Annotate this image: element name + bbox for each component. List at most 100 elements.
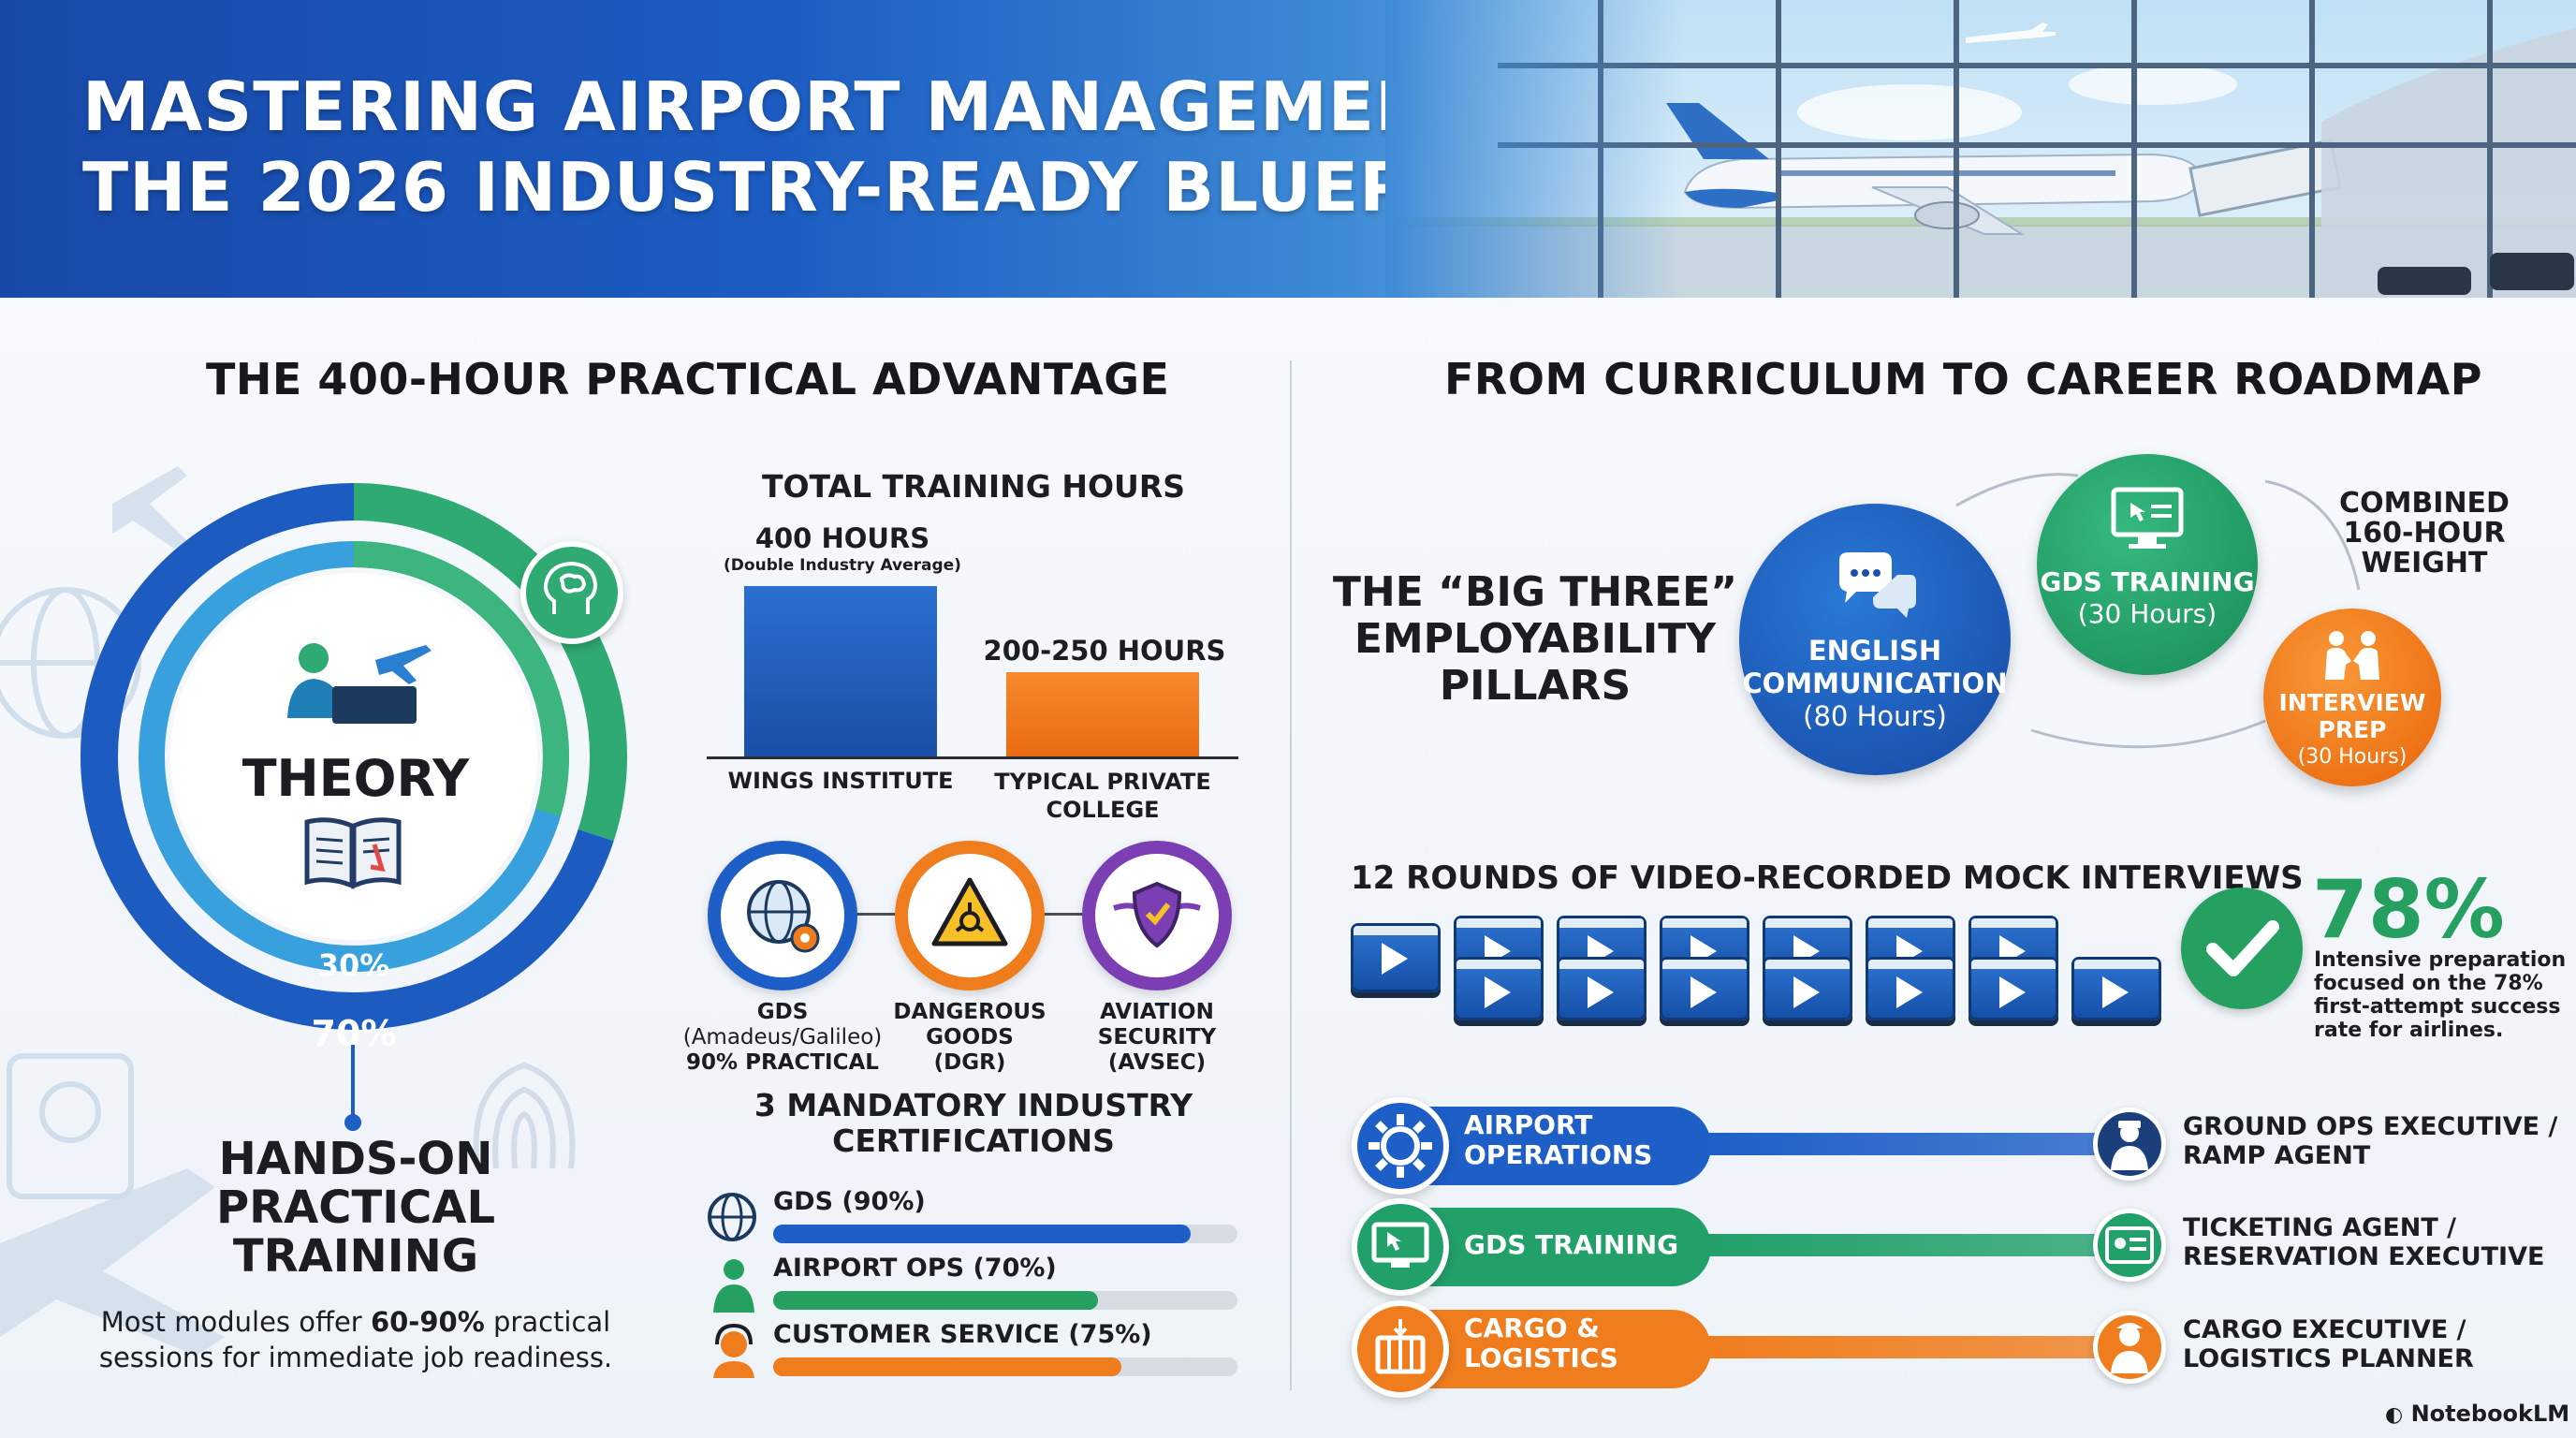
progress-fill bbox=[773, 1291, 1099, 1310]
english-pillar-l1: ENGLISH bbox=[1808, 635, 1942, 667]
gds-cert-l2: (Amadeus/Galileo) bbox=[682, 1025, 883, 1049]
roadmap-connector bbox=[1704, 1133, 2106, 1155]
interview-pillar-l2: PREP bbox=[2318, 716, 2387, 743]
handshake-people-icon bbox=[2325, 631, 2379, 680]
avsec-cert-label: AVIATION SECURITY (AVSEC) bbox=[1054, 1000, 1260, 1076]
english-pillar-l3: (80 Hours) bbox=[1803, 700, 1947, 732]
roadmap-role-l2: LOGISTICS PLANNER bbox=[2183, 1344, 2474, 1373]
ground-staff-icon bbox=[2093, 1108, 2166, 1181]
id-card-icon bbox=[2093, 1209, 2166, 1282]
theory-percent-label: 30% bbox=[317, 947, 390, 983]
dgr-cert-l3: (DGR) bbox=[933, 1050, 1006, 1075]
video-interview-tile bbox=[1557, 957, 1647, 1020]
practical-heading-line2: PRACTICAL bbox=[215, 1181, 496, 1234]
bar2-value-label: 200-250 HOURS bbox=[983, 635, 1226, 667]
roadmap-course-l2: OPERATIONS bbox=[1464, 1139, 1653, 1170]
roadmap-course-l1: AIRPORT bbox=[1464, 1109, 1593, 1140]
avsec-cert-l3: (AVSEC) bbox=[1107, 1050, 1207, 1075]
success-check-icon bbox=[2181, 888, 2303, 1009]
gds-cert-badge bbox=[708, 841, 857, 990]
success-l3: first-attempt success bbox=[2314, 995, 2561, 1019]
roadmap-connector bbox=[1704, 1234, 2106, 1256]
roadmap-role-l2: RESERVATION EXECUTIVE bbox=[2183, 1242, 2545, 1271]
connector-line bbox=[351, 1045, 355, 1120]
cargo-worker-icon bbox=[2093, 1311, 2166, 1384]
gds-pillar-circle: GDS TRAINING (30 Hours) bbox=[2037, 454, 2258, 675]
practical-desc-bold: 60-90% bbox=[370, 1306, 485, 1338]
airport-window-illustration bbox=[1385, 0, 2576, 298]
dgr-cert-label: DANGEROUS GOODS (DGR) bbox=[867, 1000, 1073, 1076]
practical-heading-line1: HANDS-ON bbox=[218, 1133, 493, 1185]
pillar-connector-arcs bbox=[1955, 473, 2361, 749]
security-shield-icon bbox=[1113, 881, 1201, 948]
headset-agent-icon bbox=[713, 1323, 754, 1378]
hours-chart-title: TOTAL TRAINING HOURS bbox=[761, 468, 1186, 505]
mock-interviews-title: 12 ROUNDS OF VIDEO-RECORDED MOCK INTERVI… bbox=[1351, 859, 2304, 897]
roadmap-role-l1: GROUND OPS EXECUTIVE / bbox=[2183, 1112, 2558, 1141]
english-pillar-circle: ENGLISH COMMUNICATION (80 Hours) bbox=[1739, 504, 2011, 775]
english-pillar-l2: COMMUNICATION bbox=[1742, 668, 2008, 699]
main-title-line1: MASTERING AIRPORT MANAGEMENT: bbox=[82, 67, 1504, 146]
video-interview-tile bbox=[2071, 957, 2161, 1020]
video-interview-tile bbox=[1351, 923, 1441, 992]
background-fingerprint-decoration bbox=[473, 1062, 576, 1169]
roadmap-role: CARGO EXECUTIVE / LOGISTICS PLANNER bbox=[2183, 1315, 2474, 1373]
hazard-warning-icon bbox=[931, 877, 1008, 946]
gds-cert-l3: 90% PRACTICAL bbox=[686, 1050, 879, 1075]
globe-gear-icon bbox=[747, 880, 820, 953]
video-interview-tile bbox=[1969, 957, 2058, 1020]
big-three-l1: THE “BIG THREE” bbox=[1332, 568, 1738, 616]
right-section-title: FROM CURRICULUM TO CAREER ROADMAP bbox=[1444, 354, 2482, 404]
roadmap-course-l1: CARGO & bbox=[1464, 1313, 1600, 1343]
brand-logo-icon: ◐ bbox=[2385, 1403, 2404, 1427]
dgr-cert-badge bbox=[895, 841, 1045, 990]
roadmap-course-l1: GDS TRAINING bbox=[1464, 1229, 1679, 1260]
practical-desc-line2: sessions for immediate job readiness. bbox=[98, 1342, 613, 1373]
left-section-title: THE 400-HOUR PRACTICAL ADVANTAGE bbox=[206, 354, 1170, 404]
gds-cert-label: GDS (Amadeus/Galileo) 90% PRACTICAL bbox=[680, 1000, 886, 1076]
practical-heading-line3: TRAINING bbox=[232, 1230, 479, 1283]
gds-cert-l1: GDS bbox=[756, 1000, 809, 1024]
success-l1: Intensive preparation bbox=[2314, 948, 2567, 972]
combined-l2: 160-HOUR bbox=[2343, 517, 2506, 550]
gds-pillar-l2: (30 Hours) bbox=[2077, 598, 2217, 629]
video-interview-tile bbox=[1763, 957, 1852, 1020]
roadmap-course-l2: LOGISTICS bbox=[1464, 1343, 1618, 1373]
brain-bubble-icon bbox=[520, 541, 623, 644]
roadmap-role: GROUND OPS EXECUTIVE / RAMP AGENT bbox=[2183, 1112, 2557, 1170]
interview-pillar-circle: INTERVIEW PREP (30 Hours) bbox=[2263, 609, 2441, 786]
bar1-category-label: WINGS INSTITUTE bbox=[727, 768, 954, 794]
roadmap-role: TICKETING AGENT / RESERVATION EXECUTIVE bbox=[2183, 1213, 2544, 1271]
dgr-cert-l1: DANGEROUS bbox=[893, 1000, 1046, 1024]
gds-pillar-l1: GDS TRAINING bbox=[2040, 566, 2255, 597]
roadmap-role-l1: TICKETING AGENT / bbox=[2183, 1213, 2457, 1242]
play-icon bbox=[1588, 976, 1614, 1008]
success-l4: rate for airlines. bbox=[2314, 1019, 2504, 1042]
cert-caption-l1: 3 MANDATORY INDUSTRY bbox=[754, 1087, 1193, 1123]
progress-label: GDS (90%) bbox=[773, 1187, 926, 1216]
dgr-cert-l2: GOODS bbox=[926, 1025, 1014, 1049]
computer-screen-icon bbox=[2111, 487, 2184, 549]
progress-label: AIRPORT OPS (70%) bbox=[773, 1254, 1057, 1283]
staff-person-icon bbox=[713, 1259, 754, 1313]
interview-pillar-l1: INTERVIEW bbox=[2278, 689, 2426, 716]
play-icon bbox=[1690, 976, 1717, 1008]
student-at-desk-icon bbox=[287, 643, 432, 724]
practical-description: Most modules offer 60-90% practical sess… bbox=[66, 1304, 646, 1375]
roadmap-connector bbox=[1704, 1336, 2106, 1358]
practical-heading: HANDS-ON PRACTICAL TRAINING bbox=[131, 1135, 580, 1281]
big-three-heading: THE “BIG THREE” EMPLOYABILITY PILLARS bbox=[1329, 569, 1741, 710]
combined-l1: COMBINED bbox=[2339, 487, 2510, 520]
gear-icon bbox=[1352, 1097, 1449, 1195]
cert-caption-l2: CERTIFICATIONS bbox=[832, 1123, 1115, 1159]
roadmap-role-l1: CARGO EXECUTIVE / bbox=[2183, 1315, 2466, 1344]
play-icon bbox=[1896, 976, 1923, 1008]
connector-dot bbox=[344, 1114, 361, 1131]
theory-practical-donut bbox=[80, 483, 627, 1030]
main-title-line2: THE 2026 INDUSTRY-READY BLUEPRINT bbox=[82, 148, 1593, 227]
play-icon bbox=[1382, 943, 1408, 975]
success-l2: focused on the 78% bbox=[2314, 972, 2543, 995]
notebooklm-brand: ◐ NotebookLM bbox=[2385, 1401, 2569, 1427]
globe-icon bbox=[708, 1193, 756, 1241]
play-icon bbox=[1999, 976, 2026, 1008]
